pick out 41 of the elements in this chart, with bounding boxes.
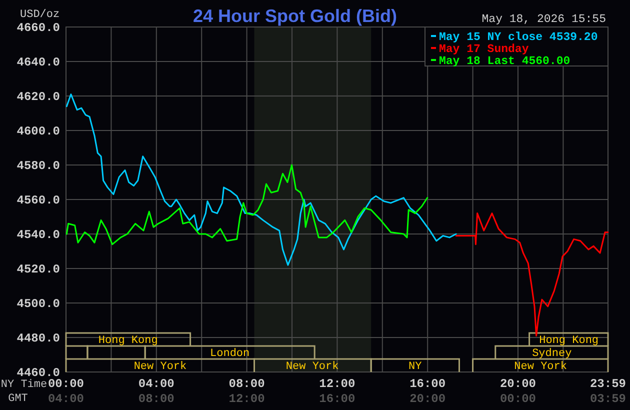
x-tick-label: 08:00 — [228, 377, 265, 391]
x-tick-label: 04:00 — [138, 377, 174, 391]
y-tick-label: 4540.0 — [16, 228, 60, 242]
y-tick-label: 4660.0 — [16, 21, 60, 35]
chart-title: 24 Hour Spot Gold (Bid) — [193, 6, 397, 26]
y-tick-label: 4600.0 — [16, 124, 60, 138]
legend-label: May 15 NY close 4539.20 — [439, 31, 598, 44]
x-tick-label: 16:00 — [410, 377, 446, 391]
annotation: Hong Kong — [98, 335, 158, 347]
x-tick-label: 12:00 — [319, 377, 356, 391]
x-axis-title: NY Time — [0, 379, 48, 391]
y-tick-label: 4580.0 — [16, 159, 60, 173]
x-tick-label: 20:00 — [500, 377, 536, 391]
legend-label: May 18 Last 4560.00 — [439, 55, 570, 68]
y-tick-label: 4460.0 — [16, 366, 60, 380]
annotation: New York — [514, 361, 568, 373]
x2-tick-label: 16:00 — [319, 392, 356, 406]
annotation: Hong Kong — [539, 335, 599, 347]
y-tick-label: 4560.0 — [16, 194, 60, 208]
y-axis-title: USD/oz — [20, 9, 60, 21]
x2-axis-title: GMT — [8, 393, 28, 405]
y-tick-label: 4620.0 — [16, 90, 60, 104]
y-tick-label: 4640.0 — [16, 56, 60, 70]
text: May 18, 2026 15:55 — [482, 13, 606, 26]
annotation: New York — [134, 361, 188, 373]
x-tick-label: 23:59 — [590, 377, 626, 391]
x2-tick-label: 00:00 — [500, 392, 536, 406]
annotation: Sydney — [532, 348, 572, 360]
x2-tick-label: 03:59 — [590, 392, 626, 406]
y-tick-label: 4480.0 — [16, 332, 60, 346]
annotation: London — [210, 348, 250, 360]
x2-tick-label: 20:00 — [410, 392, 446, 406]
x-tick-label: 00:00 — [48, 377, 84, 391]
annotation: NY — [408, 361, 422, 373]
y-tick-label: 4520.0 — [16, 262, 60, 276]
x2-tick-label: 04:00 — [48, 392, 84, 406]
x2-tick-label: 12:00 — [228, 392, 265, 406]
x2-tick-label: 08:00 — [138, 392, 174, 406]
y-tick-label: 4500.0 — [16, 297, 60, 311]
legend-label: May 17 Sunday — [439, 43, 529, 56]
annotation: New York — [286, 361, 340, 373]
